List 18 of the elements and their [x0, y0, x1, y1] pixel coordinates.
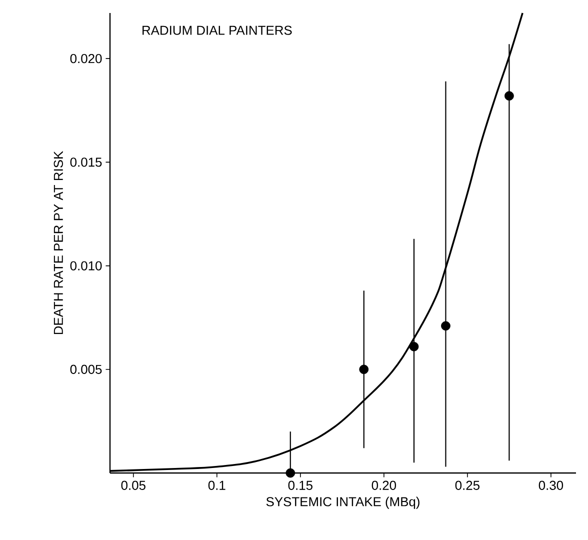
x-tick-label: 0.30 — [538, 480, 564, 490]
y-tick-label: 0.005 — [70, 364, 102, 374]
point — [441, 321, 450, 331]
x-axis-title: SYSTEMIC INTAKE (MBq) — [266, 496, 420, 509]
point — [504, 91, 514, 101]
point — [286, 468, 296, 478]
y-axis-title: DEATH RATE PER PY AT RISK — [54, 151, 63, 334]
y-tick-label: 0.020 — [70, 54, 102, 64]
y-tick-label: 0.010 — [70, 261, 102, 270]
y-tick-label: 0.015 — [70, 158, 102, 167]
point — [359, 364, 369, 374]
point — [409, 342, 419, 352]
x-tick-label: 0.20 — [372, 480, 396, 490]
x-tick-label: 0.25 — [455, 480, 480, 490]
text: RADIUM DIAL PAINTERS — [142, 26, 292, 35]
x-tick-label: 0.05 — [121, 480, 146, 490]
x-tick-label: 0.15 — [288, 480, 312, 490]
x-tick-label: 0.1 — [208, 480, 226, 490]
